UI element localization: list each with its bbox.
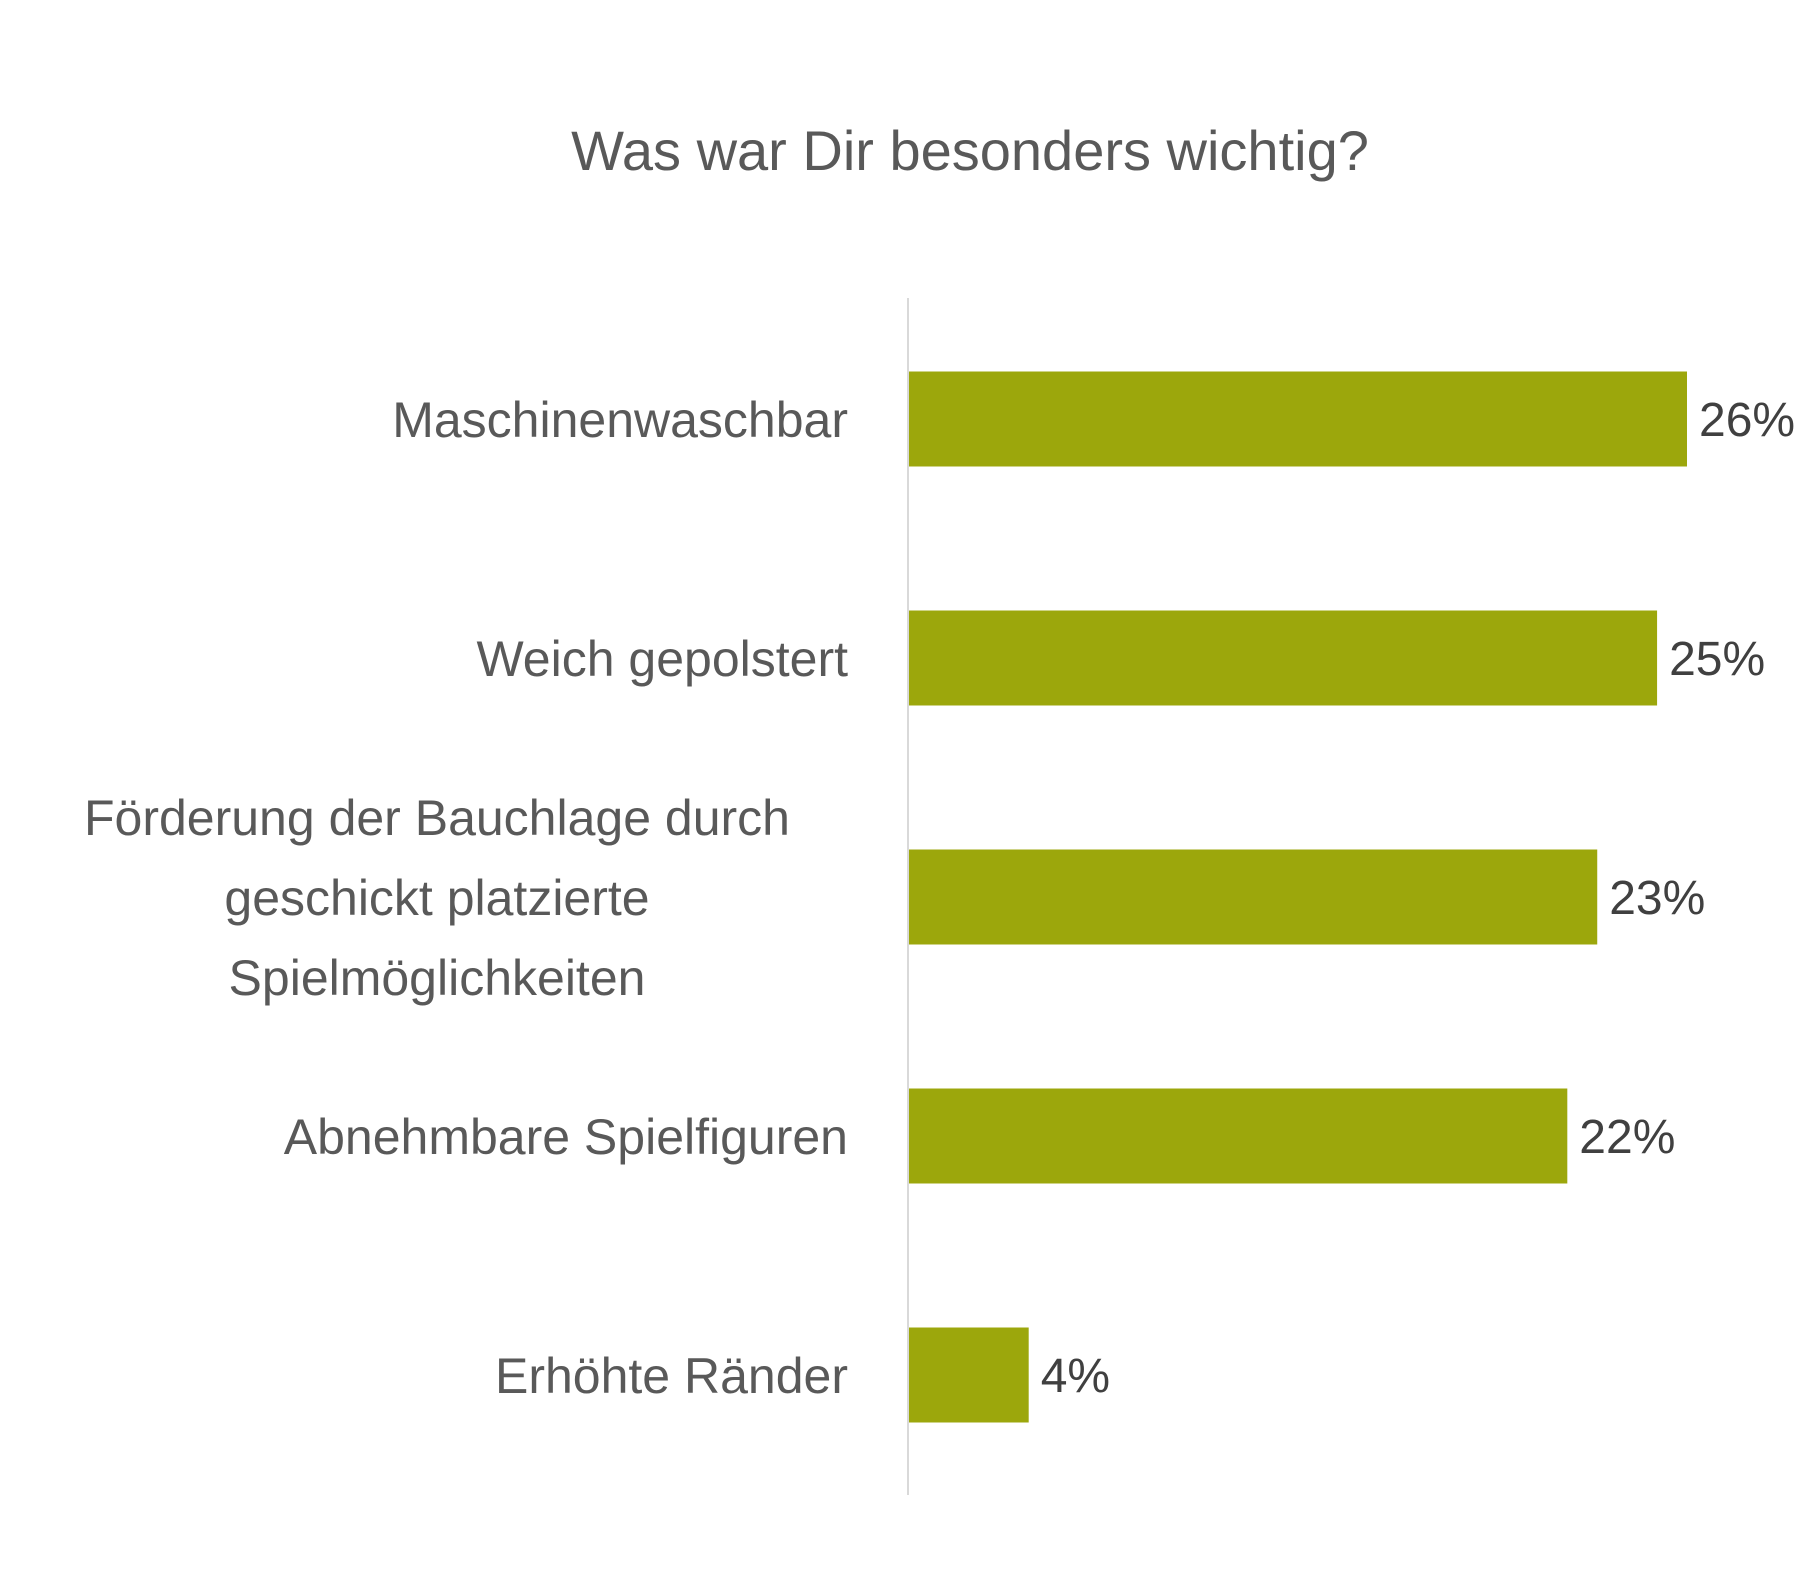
category-label-3-line-1: Förderung der Bauchlage durch — [84, 790, 790, 846]
category-label-3-line-2: geschickt platzierte — [224, 870, 649, 926]
value-label-3: 23% — [1609, 872, 1705, 925]
bar-2 — [909, 610, 1658, 706]
category-labels: Maschinenwaschbar Weich gepolstert Förderu… — [84, 392, 848, 1404]
category-label-2: Weich gepolstert — [477, 631, 849, 687]
value-label-2: 25% — [1669, 633, 1765, 686]
category-label-3: Förderung der Bauchlage durch geschickt p… — [84, 790, 790, 1006]
bars-layer — [909, 371, 1687, 1423]
bar-1 — [909, 371, 1687, 467]
value-label-5: 4% — [1041, 1350, 1110, 1403]
category-label-1: Maschinenwaschbar — [392, 392, 848, 448]
chart-title: Was war Dir besonders wichtig? — [571, 119, 1369, 182]
value-label-1: 26% — [1699, 394, 1795, 447]
bar-4 — [909, 1088, 1568, 1184]
value-labels: 26% 25% 23% 22% 4% — [1041, 394, 1795, 1403]
category-label-5: Erhöhte Ränder — [495, 1348, 848, 1404]
category-label-4: Abnehmbare Spielfiguren — [284, 1109, 848, 1165]
bar-3 — [909, 849, 1598, 945]
value-label-4: 22% — [1579, 1111, 1675, 1164]
category-label-3-line-3: Spielmöglichkeiten — [229, 950, 646, 1006]
bar-5 — [909, 1327, 1029, 1423]
